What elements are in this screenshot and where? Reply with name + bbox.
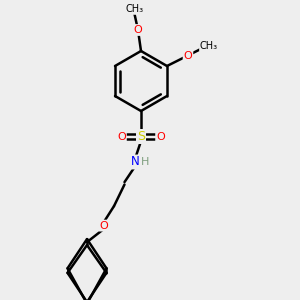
Text: S: S [137, 130, 145, 143]
Text: O: O [134, 25, 142, 35]
Text: CH₃: CH₃ [200, 40, 218, 51]
Text: H: H [141, 157, 150, 167]
Text: O: O [117, 131, 126, 142]
Text: N: N [130, 155, 140, 169]
Text: O: O [156, 131, 165, 142]
Text: O: O [99, 220, 108, 231]
Text: O: O [184, 50, 192, 61]
Text: CH₃: CH₃ [125, 4, 143, 14]
